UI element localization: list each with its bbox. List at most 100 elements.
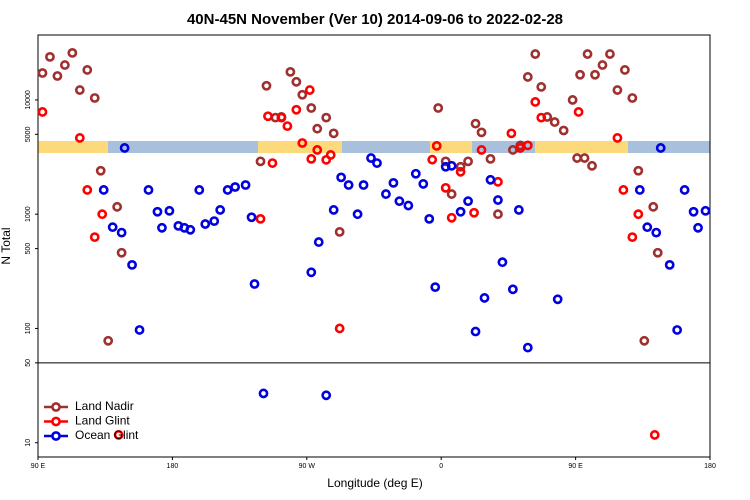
point [381,189,391,199]
point [552,294,563,305]
point [200,219,211,229]
point [634,185,645,195]
point [328,205,339,215]
point [103,335,114,346]
point [633,165,644,176]
point [116,227,127,238]
point [693,222,703,233]
point [52,71,63,81]
legend-marker [51,416,61,427]
point [440,182,451,193]
point [605,49,615,59]
point [590,69,600,80]
point [536,82,547,92]
point [639,335,650,346]
point [455,206,466,217]
point [522,342,533,353]
y-tick-label: 500 [25,243,32,255]
point [427,154,438,165]
point [463,196,473,207]
point [127,259,137,270]
point [651,227,662,238]
point [89,232,100,243]
legend-marker [51,402,61,412]
point [255,156,266,167]
point [255,213,266,224]
point [45,51,55,62]
y-tick-label: 1000 [25,206,32,222]
point [522,72,533,82]
y-tick-label: 100 [25,323,32,335]
point [446,189,457,199]
point [410,168,421,179]
x-tick-label: 90 E [568,463,583,470]
point [74,85,85,95]
point [431,140,442,151]
point [627,232,638,243]
point [267,158,278,168]
point [222,185,233,195]
point [612,85,623,95]
point [463,156,473,167]
point [619,65,630,75]
point [513,205,524,215]
point [530,49,541,59]
point [642,222,653,233]
point [97,209,108,220]
point [240,180,251,190]
point [579,153,590,163]
point [587,160,597,171]
point [261,80,272,91]
point [82,65,93,75]
chart-title: 40N-45N November (Ver 10) 2014-09-06 to … [187,11,563,28]
point [446,160,457,171]
x-tick-label: 90 W [299,463,316,470]
point [215,205,226,215]
point [470,118,481,129]
point [497,257,508,268]
point [530,97,541,107]
band-land [535,141,628,153]
point [649,430,660,440]
point [549,117,560,127]
point [485,153,496,164]
point [664,259,675,270]
point [143,185,154,195]
point [679,185,690,195]
point [493,195,503,205]
point [82,185,93,195]
point [291,76,302,87]
point [418,179,429,189]
point [321,112,332,123]
point [134,325,145,335]
point [297,89,308,100]
point [652,247,663,258]
point [74,133,85,143]
point [455,166,466,177]
y-tick-label: 50 [25,359,32,367]
point [334,323,345,334]
x-tick-label: 180 [704,463,716,470]
point [476,145,487,155]
x-axis-label: Longitude (deg E) [327,476,422,490]
legend-label: Land Glint [75,414,130,428]
point [618,185,629,195]
point [157,222,167,233]
point [388,177,399,188]
point [366,153,376,163]
point [493,176,503,187]
x-tick-label: 90 E [31,463,46,470]
point [306,267,317,278]
point [440,156,451,167]
y-tick-label: 10000 [25,90,32,110]
point [507,284,518,295]
point [506,128,517,139]
point [306,153,317,164]
point [297,138,308,148]
point [597,60,608,70]
point [112,201,123,212]
point [276,112,287,123]
point [558,125,569,136]
point [372,158,382,168]
